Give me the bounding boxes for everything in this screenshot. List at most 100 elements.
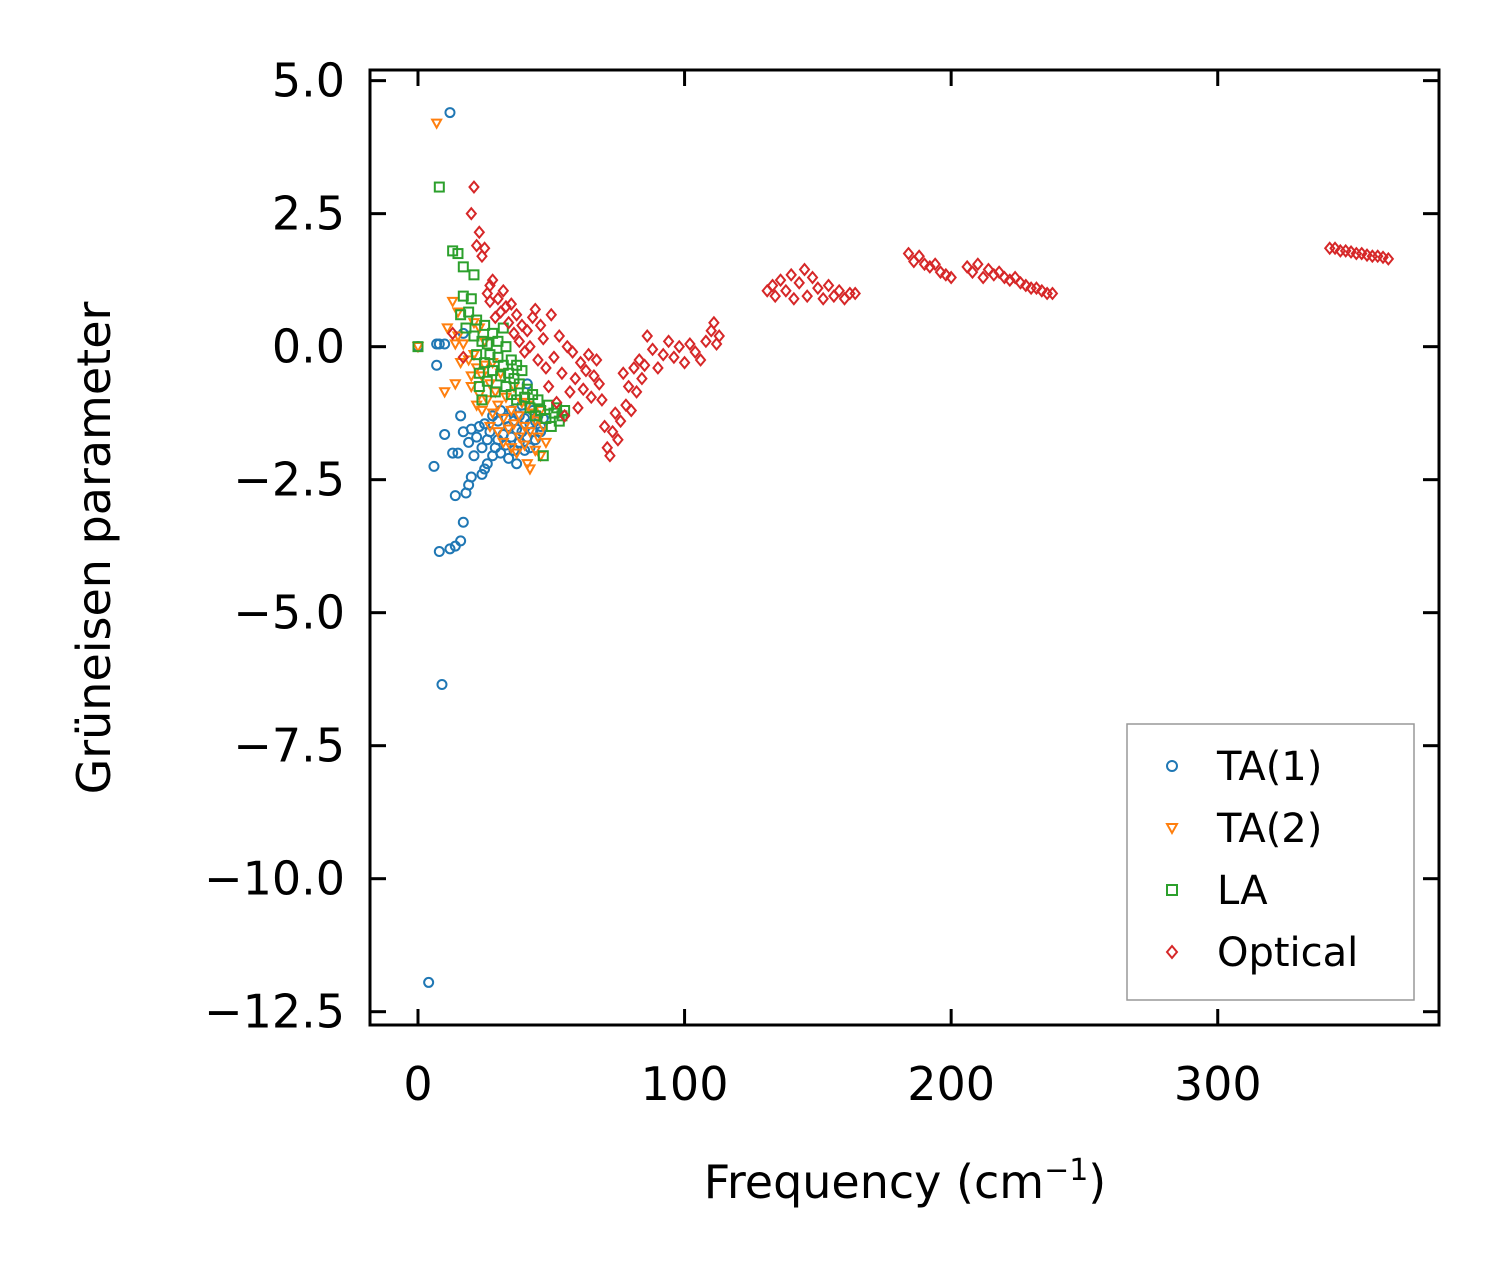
data-point xyxy=(678,355,691,370)
data-point xyxy=(766,278,779,293)
data-point xyxy=(604,448,616,463)
data-point xyxy=(516,365,528,377)
y-axis: 5.0 2.5 0.0 −2.5 −5.0 −7.5 −10.0 −12.5 xyxy=(204,54,1439,1039)
data-point xyxy=(966,265,979,280)
y-tick-label: −12.5 xyxy=(204,985,345,1039)
data-point xyxy=(508,326,520,341)
data-point xyxy=(673,339,686,354)
data-point xyxy=(473,367,485,379)
data-point xyxy=(449,339,462,351)
legend-label: LA xyxy=(1217,868,1268,914)
data-point xyxy=(475,405,489,418)
data-point xyxy=(609,406,622,421)
x-tick-label: 0 xyxy=(403,1057,432,1111)
data-point xyxy=(1030,281,1043,296)
data-point xyxy=(465,206,478,221)
data-point xyxy=(502,424,515,436)
data-point xyxy=(523,427,537,439)
data-point xyxy=(569,371,582,386)
data-point xyxy=(476,468,488,480)
data-point xyxy=(438,387,451,399)
data-point xyxy=(537,331,550,346)
data-point xyxy=(614,414,627,429)
data-point xyxy=(497,283,510,298)
data-point xyxy=(524,339,536,354)
data-point xyxy=(798,262,811,277)
data-point xyxy=(934,265,947,280)
legend-label: TA(1) xyxy=(1216,744,1322,790)
data-point xyxy=(491,400,505,412)
data-point xyxy=(481,375,493,387)
data-point xyxy=(439,338,451,350)
x-tick-label: 100 xyxy=(641,1057,729,1111)
data-point xyxy=(486,273,499,288)
data-point xyxy=(465,381,478,394)
data-point xyxy=(1014,275,1027,290)
data-point xyxy=(662,334,675,349)
data-point xyxy=(622,379,635,394)
data-point xyxy=(577,382,590,397)
data-point xyxy=(1003,273,1016,288)
data-point xyxy=(478,241,491,256)
data-point xyxy=(447,447,459,459)
data-point xyxy=(630,384,643,399)
data-point xyxy=(833,283,845,298)
data-point xyxy=(510,307,523,322)
legend-entry: TA(1) xyxy=(1166,744,1322,790)
data-point xyxy=(585,390,598,405)
data-point xyxy=(492,291,504,306)
data-point xyxy=(606,424,619,439)
data-point xyxy=(559,405,571,417)
data-point xyxy=(455,410,467,422)
data-point xyxy=(452,447,464,459)
data-point xyxy=(689,345,702,359)
data-point xyxy=(481,338,493,350)
data-point xyxy=(553,329,566,343)
legend: TA(1) TA(2) LA Optical xyxy=(1126,723,1415,1001)
data-point xyxy=(700,334,712,349)
y-tick-label: 2.5 xyxy=(272,187,345,241)
data-point xyxy=(457,339,470,351)
data-point xyxy=(542,379,555,394)
data-point xyxy=(478,360,491,372)
data-point xyxy=(476,442,488,454)
data-point xyxy=(446,326,459,341)
data-point xyxy=(505,297,518,312)
data-point xyxy=(513,411,526,423)
data-point xyxy=(940,267,952,282)
data-point xyxy=(924,259,936,274)
data-point xyxy=(652,360,664,375)
series-optical xyxy=(446,180,1395,463)
data-point xyxy=(468,450,480,462)
data-point xyxy=(446,296,459,308)
data-point xyxy=(518,440,531,452)
data-point xyxy=(457,290,469,302)
y-tick-label: 5.0 xyxy=(272,54,345,108)
data-point xyxy=(473,420,485,432)
data-point xyxy=(433,338,445,350)
y-axis-label: Grüneisen parameter xyxy=(67,301,121,794)
data-point xyxy=(646,342,659,357)
data-point xyxy=(436,678,448,690)
data-point xyxy=(593,376,606,391)
data-point xyxy=(489,386,501,398)
data-point xyxy=(481,458,493,470)
data-point xyxy=(780,283,792,298)
data-point xyxy=(505,405,518,418)
data-point xyxy=(449,379,462,391)
data-point xyxy=(694,352,707,367)
data-point xyxy=(503,452,515,464)
data-point xyxy=(849,286,861,301)
data-point xyxy=(532,352,544,367)
data-point xyxy=(564,384,576,399)
data-point xyxy=(988,267,1000,282)
data-point xyxy=(521,459,534,471)
data-point xyxy=(491,427,505,439)
data-point xyxy=(580,363,592,378)
data-point xyxy=(468,180,480,195)
data-point xyxy=(463,436,475,448)
data-point xyxy=(518,421,531,434)
data-point xyxy=(913,249,925,264)
data-point xyxy=(574,355,587,370)
